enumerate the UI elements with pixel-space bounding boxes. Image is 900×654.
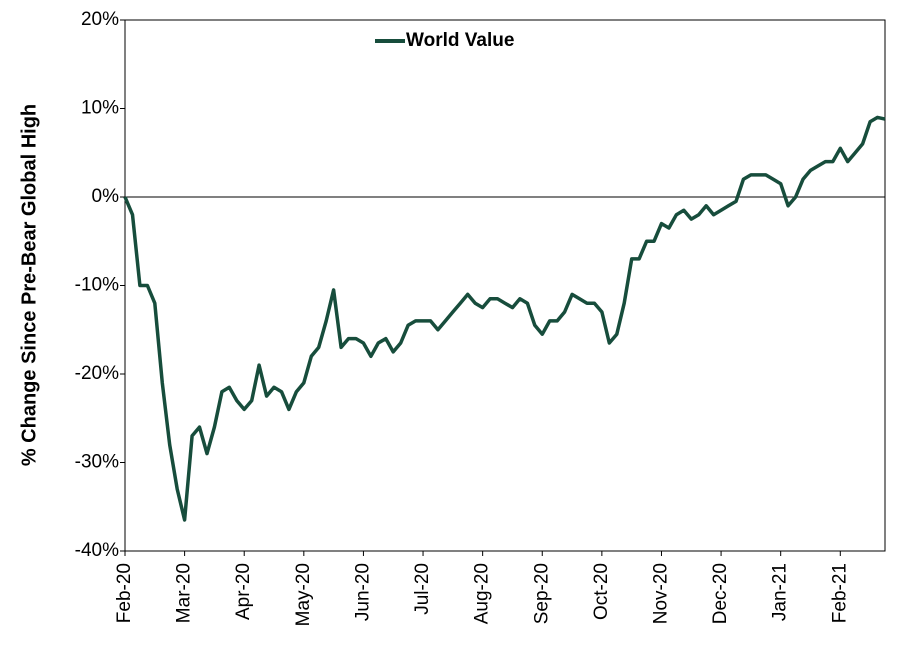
x-tick-label: Dec-20 — [710, 563, 731, 624]
x-tick-label: Jan-21 — [770, 563, 791, 621]
x-tick-label: Aug-20 — [472, 563, 493, 624]
plot-frame — [124, 19, 886, 552]
y-tick-label: -20% — [75, 363, 119, 384]
x-tick-label: Jun-20 — [352, 563, 373, 621]
y-tick-label: 0% — [92, 186, 120, 207]
y-tick-label: -30% — [75, 452, 119, 473]
y-tick-label: -10% — [75, 275, 119, 296]
x-tick-label: Mar-20 — [174, 563, 195, 623]
y-tick-label: 20% — [81, 9, 119, 30]
x-tick-label: Nov-20 — [650, 563, 671, 624]
y-axis-label: % Change Since Pre-Bear Global High — [18, 104, 40, 466]
x-tick-label: Sep-20 — [531, 563, 552, 624]
x-tick-label: Oct-20 — [591, 563, 612, 620]
x-tick-label: May-20 — [293, 563, 314, 626]
series-line — [123, 115, 886, 522]
x-tick-label: Jul-20 — [412, 563, 433, 615]
legend-label: World Value — [406, 30, 514, 51]
x-tick-label: Apr-20 — [233, 563, 254, 620]
x-tick-label: Feb-21 — [829, 563, 850, 623]
y-tick-label: -40% — [75, 540, 119, 561]
x-tick-label: Feb-20 — [114, 563, 135, 623]
y-tick-label: 10% — [81, 98, 119, 119]
